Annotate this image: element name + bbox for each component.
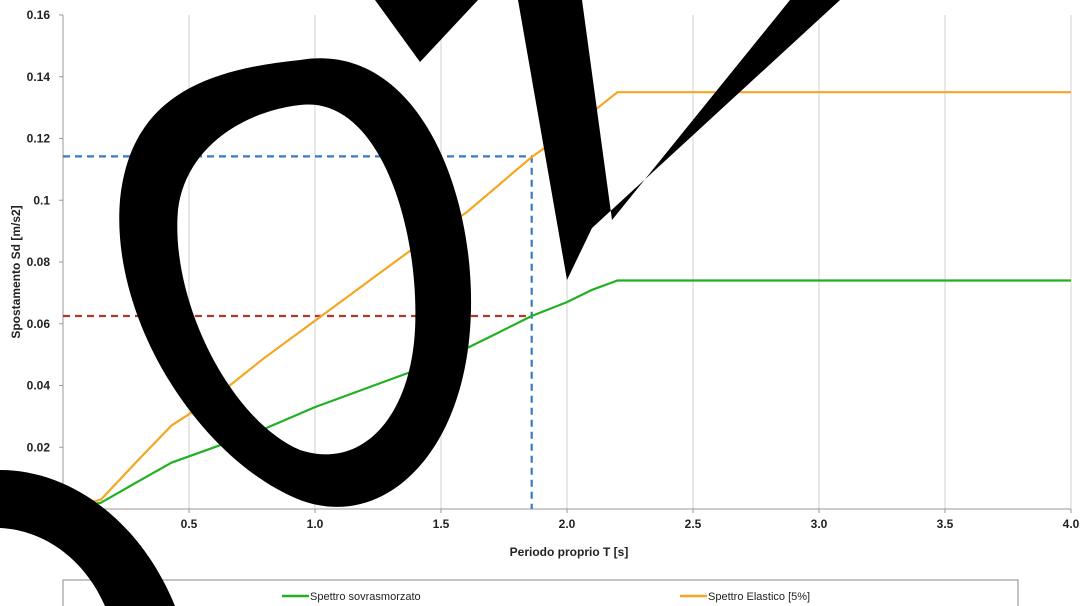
y-tick-labels: 00.020.040.060.080.10.120.140.16 (27, 8, 51, 516)
y-axis-title: Spostamento Sd [m/s2] (9, 205, 23, 338)
y-tick-label-1: 0.02 (27, 440, 51, 454)
watermark-left-arc (0, 470, 175, 606)
watermark-ellipse (119, 58, 472, 507)
x-tick-labels: 0.00.51.01.52.02.53.03.54.0 (55, 517, 1080, 531)
legend-label-0: Spettro sovrasmorzato (310, 591, 421, 603)
y-tick-label-7: 0.14 (27, 70, 51, 84)
y-tick-label-3: 0.06 (27, 317, 51, 331)
watermark-v-shape (518, 0, 840, 280)
x-tick-label-1: 0.5 (181, 517, 198, 531)
watermark-stroke-top (375, 0, 478, 62)
y-tick-label-4: 0.08 (27, 255, 51, 269)
y-tick-label-8: 0.16 (27, 8, 51, 22)
x-axis-title: Periodo proprio T [s] (510, 545, 629, 559)
y-tick-label-5: 0.1 (33, 193, 50, 207)
x-tick-label-2: 1.0 (307, 517, 324, 531)
legend-box (62, 579, 1019, 606)
x-tick-label-8: 4.0 (1063, 517, 1080, 531)
y-tick-label-6: 0.12 (27, 132, 51, 146)
watermark (0, 0, 840, 606)
x-tick-label-4: 2.0 (559, 517, 576, 531)
series-line-1 (62, 91, 1071, 511)
x-tick-label-7: 3.5 (937, 517, 954, 531)
legend-label-1: Spettro Elastico [5%] (708, 591, 810, 603)
x-tick-label-5: 2.5 (685, 517, 702, 531)
legend: Spettro sovrasmorzato Spettro Elastico [5… (62, 579, 1019, 606)
y-tick-label-2: 0.04 (27, 379, 51, 393)
x-tick-label-3: 1.5 (433, 517, 450, 531)
x-tick-label-6: 3.0 (811, 517, 828, 531)
